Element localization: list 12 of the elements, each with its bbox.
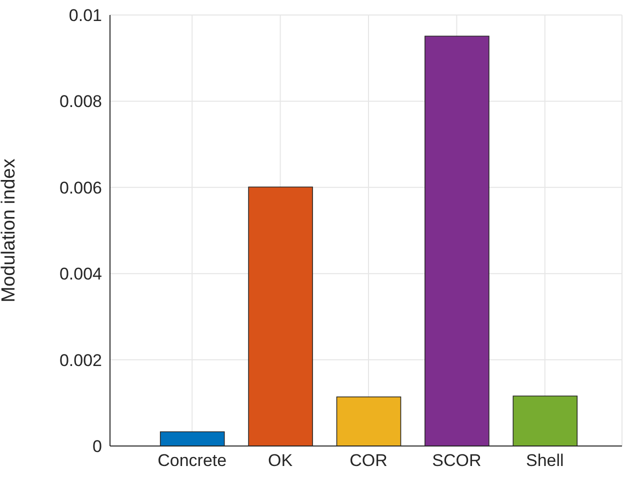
x-tick-label: OK [268, 451, 294, 470]
y-tick-label: 0.008 [59, 92, 102, 112]
x-tick-label: Shell [526, 451, 564, 470]
x-tick-label: SCOR [432, 451, 482, 470]
y-tick-label: 0.006 [59, 178, 102, 198]
y-axis-title: Modulation index [0, 158, 20, 302]
y-tick-label: 0.002 [59, 350, 102, 370]
y-tick-label: 0 [92, 437, 102, 456]
x-tick-label: COR [350, 451, 388, 470]
y-tick-label: 0.004 [59, 264, 102, 284]
x-tick-label: Concrete [158, 451, 227, 470]
y-tick-label: 0.01 [68, 6, 102, 26]
